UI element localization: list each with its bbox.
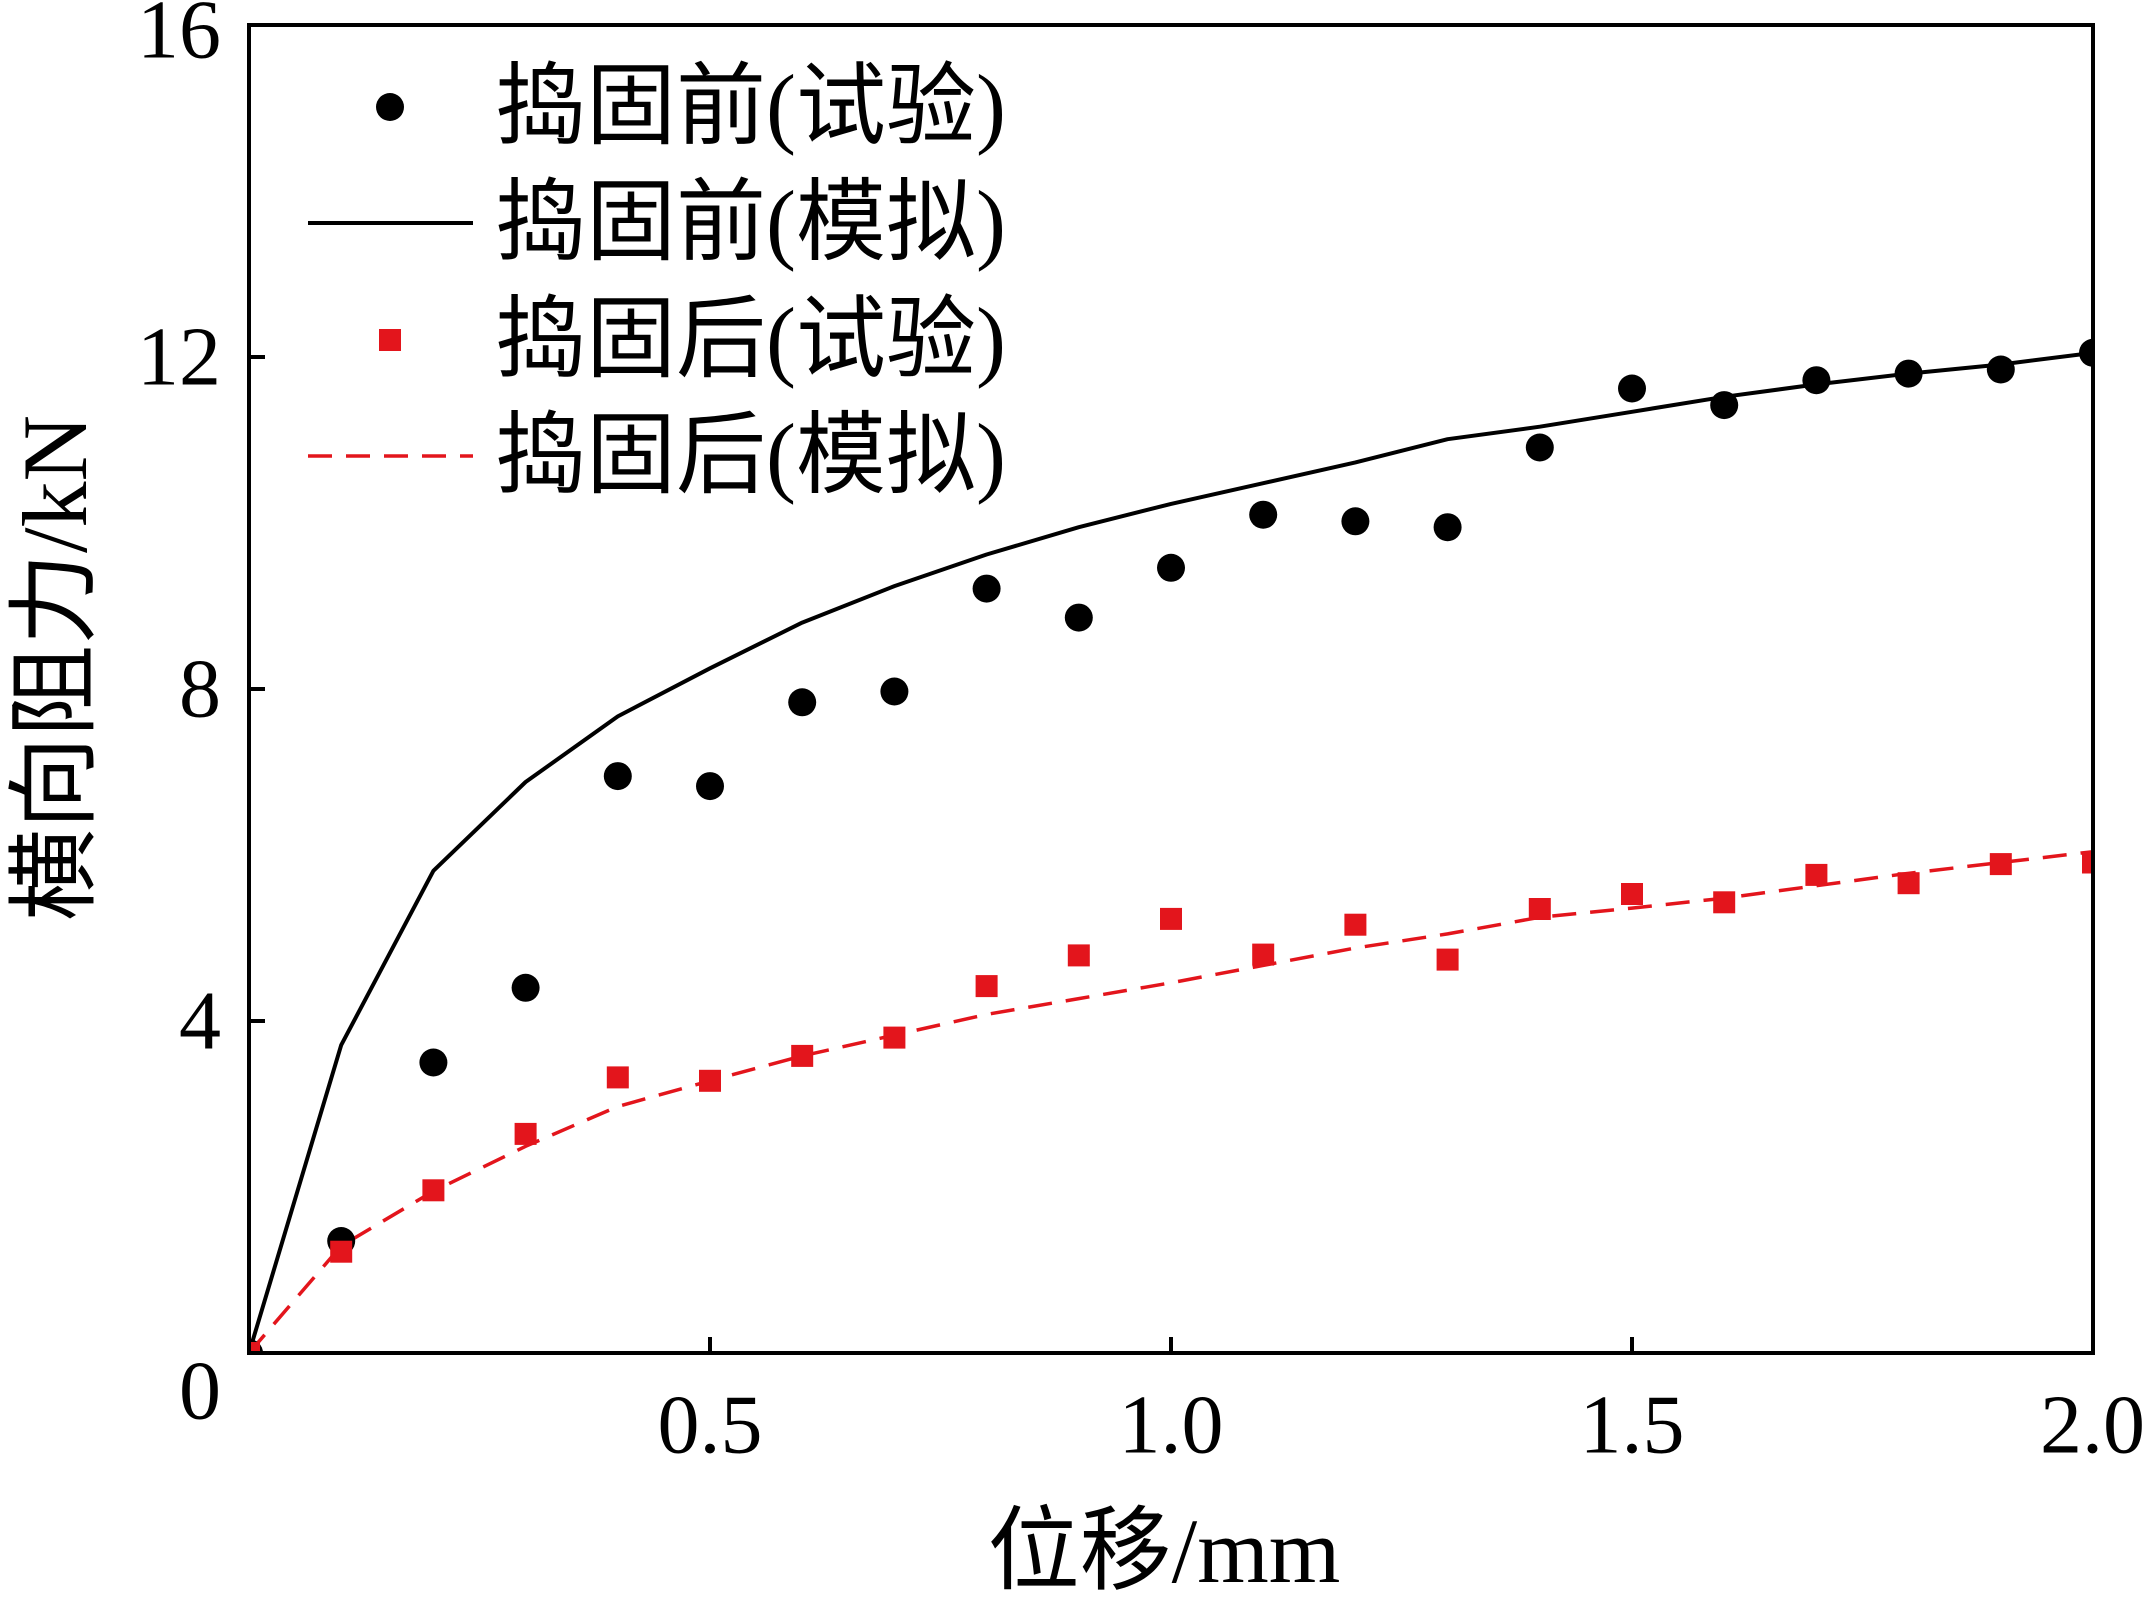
legend-marker-after-test: [379, 329, 401, 351]
data-point-after-test: [699, 1069, 721, 1092]
data-point-after-test: [1067, 944, 1090, 967]
data-point-before-test: [1710, 391, 1739, 420]
data-point-before-test: [1525, 433, 1554, 462]
axis-ticks: 0 4 8 12 16 0.5 1.0 1.5 2.0: [137, 0, 2145, 1472]
data-point-before-test: [696, 772, 724, 801]
y-tick-label: 16: [137, 0, 221, 77]
legend-label-after-test: 捣固后(试验): [496, 291, 1006, 390]
y-tick-label: 0: [179, 1345, 221, 1438]
data-point-before-test: [511, 973, 540, 1002]
x-tick-label: 2.0: [2040, 1379, 2145, 1472]
y-tick-label: 8: [179, 643, 221, 736]
x-tick-label: 1.0: [1119, 1379, 1224, 1472]
data-point-before-test: [1433, 513, 1462, 542]
data-point-before-test: [1341, 507, 1370, 536]
data-point-after-test: [975, 975, 998, 998]
legend-label-before-sim: 捣固前(模拟): [496, 174, 1006, 273]
series-line-before-sim: [249, 350, 2093, 1353]
data-point-after-test: [514, 1122, 537, 1145]
data-point-before-test: [880, 677, 909, 706]
data-point-before-test: [1249, 500, 1278, 529]
data-point-before-test: [788, 688, 817, 717]
y-tick-label: 12: [137, 311, 221, 404]
data-point-after-test: [791, 1044, 814, 1067]
data-point-after-test: [330, 1240, 353, 1263]
series-line-after-sim: [249, 849, 2093, 1353]
data-point-after-test: [1436, 948, 1459, 971]
data-point-after-test: [1989, 853, 2012, 876]
x-tick-label: 0.5: [658, 1379, 763, 1472]
data-point-after-test: [1528, 898, 1551, 920]
data-point-before-test: [972, 574, 1001, 603]
data-point-after-test: [1252, 943, 1275, 966]
data-point-after-test: [1805, 863, 1828, 886]
y-axis-title: 横向阻力/kN: [4, 415, 106, 921]
data-point-after-test: [1897, 872, 1920, 895]
legend: 捣固前(试验) 捣固前(模拟) 捣固后(试验) 捣固后(模拟): [308, 58, 1006, 506]
data-point-after-test: [2082, 851, 2093, 874]
data-point-before-test: [1157, 553, 1185, 582]
legend-marker-before-test: [376, 93, 404, 121]
x-axis-title: 位移/mm: [988, 1500, 1341, 1602]
data-point-before-test: [419, 1048, 448, 1077]
legend-item-before-sim: 捣固前(模拟): [308, 174, 1006, 273]
series-lines: [249, 350, 2093, 1353]
y-tick-label: 4: [179, 975, 221, 1068]
data-point-after-test: [883, 1026, 906, 1049]
plot-area: [249, 338, 2093, 1353]
data-point-after-test: [1160, 907, 1182, 930]
x-tick-label: 1.5: [1580, 1379, 1685, 1472]
data-point-after-test: [1344, 913, 1367, 936]
data-point-after-test: [422, 1179, 445, 1202]
data-point-before-test: [1064, 603, 1093, 632]
data-point-before-test: [1894, 359, 1923, 388]
data-point-after-test: [249, 1342, 260, 1353]
data-point-before-test: [1618, 374, 1646, 403]
data-point-before-test: [603, 762, 632, 791]
legend-label-after-sim: 捣固后(模拟): [496, 407, 1006, 506]
legend-item-after-sim: 捣固后(模拟): [308, 407, 1006, 506]
data-point-after-test: [606, 1066, 629, 1089]
data-point-after-test: [1713, 891, 1736, 914]
series-markers: [249, 338, 2093, 1353]
data-point-after-test: [1621, 883, 1643, 905]
data-point-before-test: [2079, 338, 2093, 367]
data-point-before-test: [1986, 355, 2015, 384]
data-point-before-test: [1802, 366, 1831, 395]
legend-label-before-test: 捣固前(试验): [496, 58, 1006, 157]
legend-item-after-test: 捣固后(试验): [379, 291, 1006, 390]
legend-item-before-test: 捣固前(试验): [376, 58, 1006, 157]
